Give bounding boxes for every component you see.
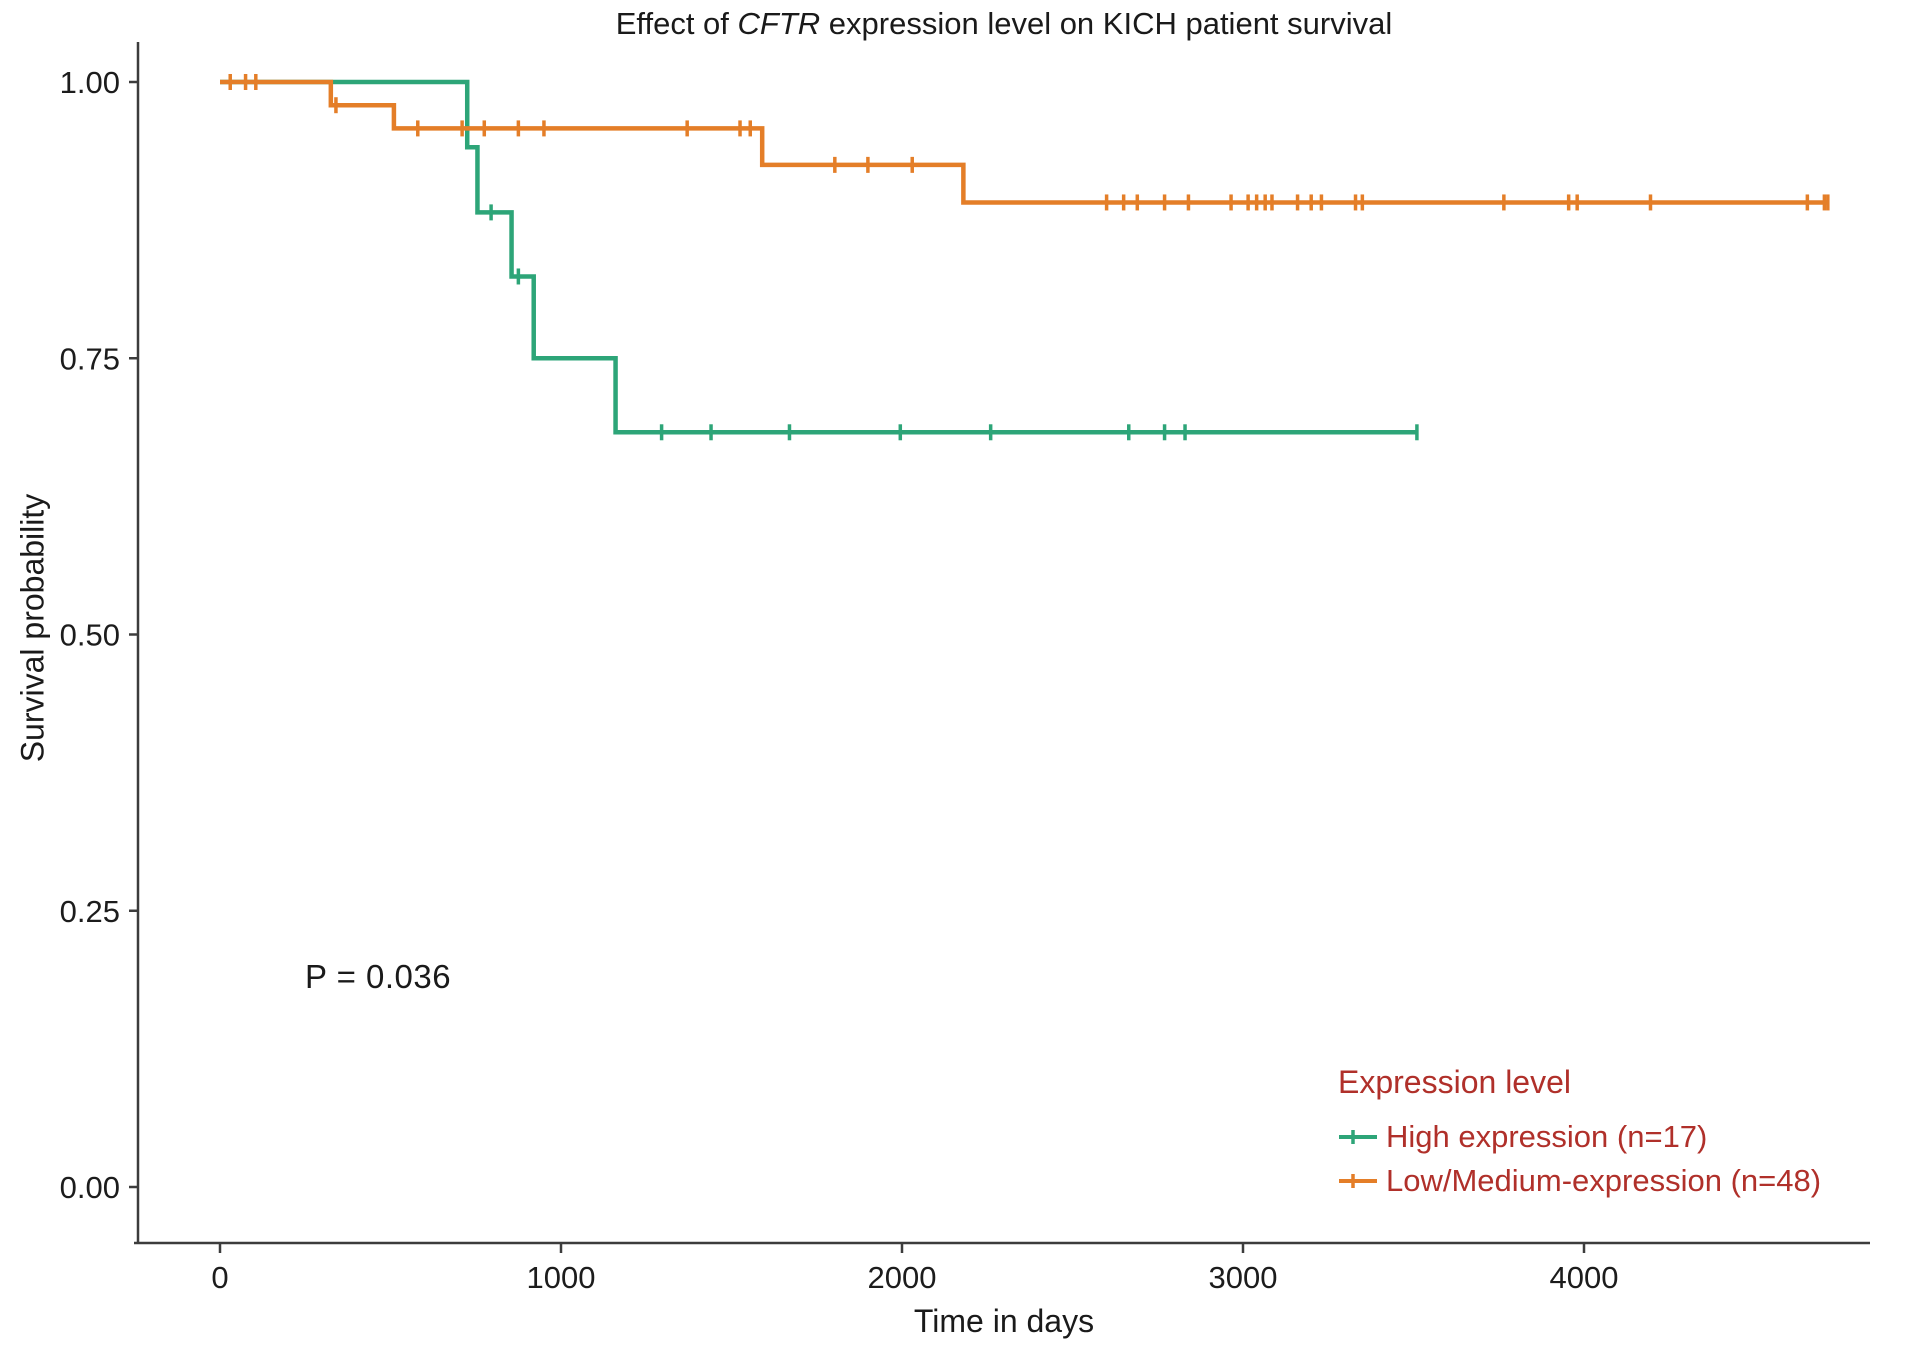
x-tick-label: 1000 — [527, 1260, 596, 1295]
y-tick-label: 0.50 — [60, 618, 120, 653]
legend-title: Expression level — [1338, 1064, 1571, 1100]
legend-item-low-medium-expression: Low/Medium-expression (n=48) — [1338, 1159, 1821, 1203]
y-tick-label: 0.25 — [60, 894, 120, 929]
legend-item-label: Low/Medium-expression (n=48) — [1386, 1163, 1822, 1198]
x-tick-label: 3000 — [1209, 1260, 1278, 1295]
km-curve-low-medium-expression — [220, 79, 1828, 205]
chart-title: Effect of CFTR expression level on KICH … — [138, 6, 1870, 42]
x-tick-label: 2000 — [868, 1260, 937, 1295]
p-value-annotation: P = 0.036 — [305, 958, 452, 995]
km-curve-high-expression — [220, 79, 1417, 435]
chart-title-prefix: Effect of — [615, 6, 738, 41]
chart-title-gene: CFTR — [737, 6, 821, 41]
legend: Expression level High expression (n=17) … — [1338, 1064, 1821, 1203]
chart-title-suffix: expression level on KICH patient surviva… — [820, 6, 1393, 41]
legend-key-line-icon — [1339, 1130, 1377, 1144]
x-axis-title: Time in days — [913, 1303, 1095, 1339]
x-tick-label: 4000 — [1550, 1260, 1619, 1295]
legend-key-line-icon — [1339, 1174, 1377, 1188]
x-tick-label: 0 — [211, 1260, 228, 1295]
y-tick-label: 0.00 — [60, 1170, 120, 1205]
y-tick-label: 0.75 — [60, 341, 120, 376]
y-axis-title: Survival probability — [14, 493, 51, 763]
legend-item-high-expression: High expression (n=17) — [1338, 1115, 1821, 1159]
y-tick-label: 1.00 — [60, 65, 120, 100]
legend-item-label: High expression (n=17) — [1386, 1119, 1708, 1154]
